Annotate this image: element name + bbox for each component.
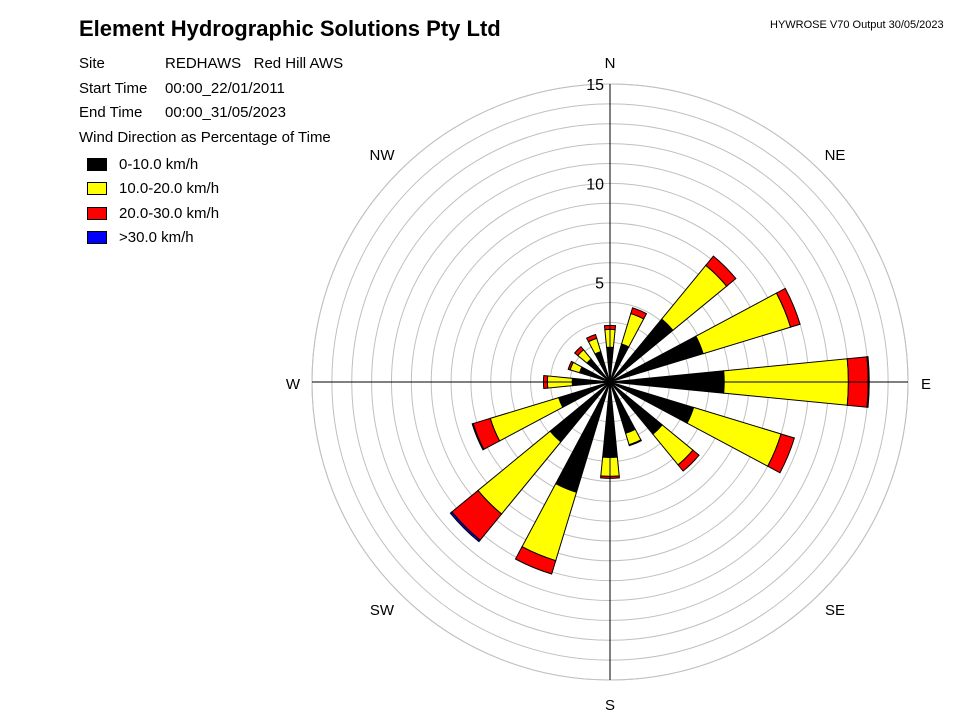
wedge-sw-band-3 bbox=[449, 511, 481, 543]
chart-title: Element Hydrographic Solutions Pty Ltd bbox=[79, 16, 501, 41]
wedge-nne-band-2 bbox=[630, 307, 648, 320]
legend-swatch bbox=[87, 182, 107, 196]
legend-swatch bbox=[87, 206, 107, 220]
direction-label-n: N bbox=[605, 55, 616, 72]
wedge-e-band-3 bbox=[866, 356, 870, 408]
legend-label: >30.0 km/h bbox=[119, 229, 194, 247]
wedge-ne-band-2 bbox=[705, 255, 737, 287]
radial-tick-label: 10 bbox=[586, 176, 604, 193]
legend-label: 20.0-30.0 km/h bbox=[119, 204, 220, 222]
wedge-ene-band-1 bbox=[695, 292, 792, 355]
end-label: End Time bbox=[79, 104, 143, 121]
wedge-ene-band-2 bbox=[775, 287, 801, 328]
start-value: 00:00_22/01/2011 bbox=[165, 80, 285, 97]
start-label: Start Time bbox=[79, 80, 148, 97]
chart-subtitle: Wind Direction as Percentage of Time bbox=[79, 129, 331, 146]
wedge-nw-band-2 bbox=[573, 345, 585, 357]
start-row: Start Time 00:00_22/01/2011 bbox=[79, 80, 285, 97]
legend-item: 10.0-20.0 km/h bbox=[87, 177, 219, 202]
site-label: Site bbox=[79, 55, 105, 72]
version-label: HYWROSE V70 Output 30/05/2023 bbox=[770, 19, 944, 31]
direction-label-sw: SW bbox=[370, 602, 395, 619]
legend-label: 0-10.0 km/h bbox=[119, 155, 199, 173]
wedge-wsw-band-3 bbox=[471, 422, 485, 451]
wedge-nnw-band-2 bbox=[585, 333, 598, 343]
legend-label: 10.0-20.0 km/h bbox=[119, 180, 220, 198]
direction-label-e: E bbox=[921, 376, 931, 393]
direction-label-nw: NW bbox=[370, 147, 396, 164]
end-row: End Time 00:00_31/05/2023 bbox=[79, 104, 286, 121]
site-row: Site REDHAWS Red Hill AWS bbox=[79, 55, 343, 72]
radial-tick-label: 5 bbox=[595, 276, 604, 293]
legend-item: 0-10.0 km/h bbox=[87, 152, 219, 177]
end-value: 00:00_31/05/2023 bbox=[165, 104, 286, 121]
legend-item: >30.0 km/h bbox=[87, 226, 219, 251]
wedge-wnw-band-2 bbox=[567, 360, 574, 371]
direction-label-se: SE bbox=[825, 602, 845, 619]
legend-item: 20.0-30.0 km/h bbox=[87, 201, 219, 226]
site-value: REDHAWS Red Hill AWS bbox=[165, 55, 344, 72]
direction-label-s: S bbox=[605, 697, 615, 714]
direction-label-w: W bbox=[286, 376, 301, 393]
wedge-sse-band-2 bbox=[628, 439, 643, 447]
wedge-ese-band-1 bbox=[686, 406, 782, 467]
wedge-ese-band-2 bbox=[767, 433, 796, 474]
legend-swatch bbox=[87, 231, 107, 245]
direction-label-ne: NE bbox=[825, 147, 846, 164]
wedge-ssw-band-2 bbox=[514, 546, 557, 575]
legend-swatch bbox=[87, 157, 107, 171]
wedge-se-band-2 bbox=[677, 449, 700, 472]
radial-tick-label: 15 bbox=[586, 77, 604, 94]
wedge-ssw-band-1 bbox=[521, 482, 578, 562]
legend: 0-10.0 km/h 10.0-20.0 km/h 20.0-30.0 km/… bbox=[87, 152, 219, 250]
